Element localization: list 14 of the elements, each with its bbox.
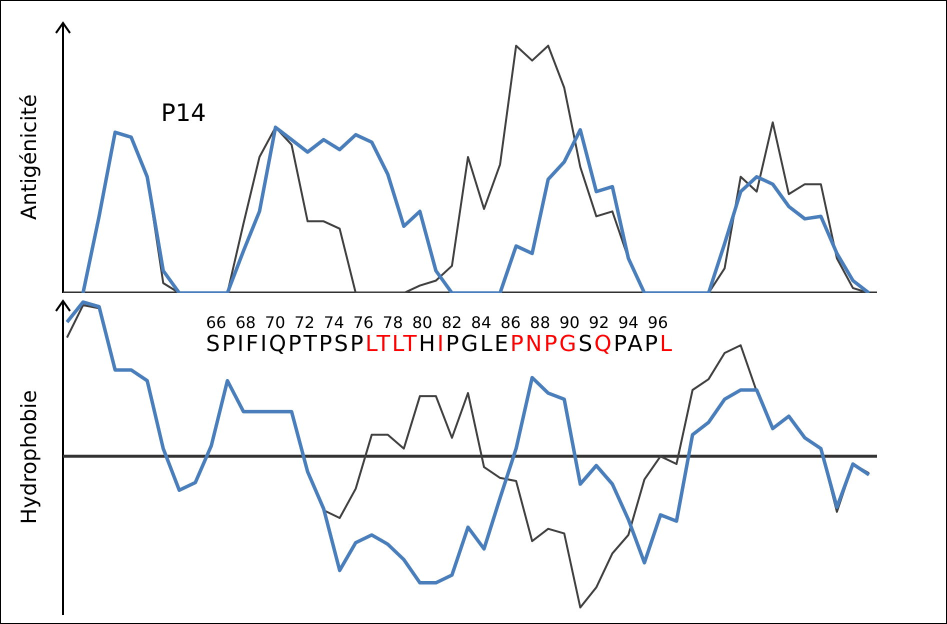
y-axis-title: Hydrophobie — [17, 390, 41, 524]
annotation: LTLT — [365, 332, 419, 357]
annotation: Q — [594, 332, 614, 357]
annotation: L — [660, 332, 674, 357]
text: P14 — [161, 99, 206, 127]
annotation: PAP — [614, 332, 660, 357]
annotation: 66 68 70 72 74 76 78 80 82 84 86 88 90 92 94 96 — [206, 313, 670, 332]
annotation: SPIFIQPTPSP — [206, 332, 366, 357]
annotation: S — [578, 332, 594, 357]
y-axis-title: Antigénicité — [17, 94, 41, 220]
annotation: H — [418, 332, 438, 357]
annotation: PGLE — [446, 332, 510, 357]
annotation: I — [437, 332, 446, 357]
annotation: PNPG — [510, 332, 578, 357]
